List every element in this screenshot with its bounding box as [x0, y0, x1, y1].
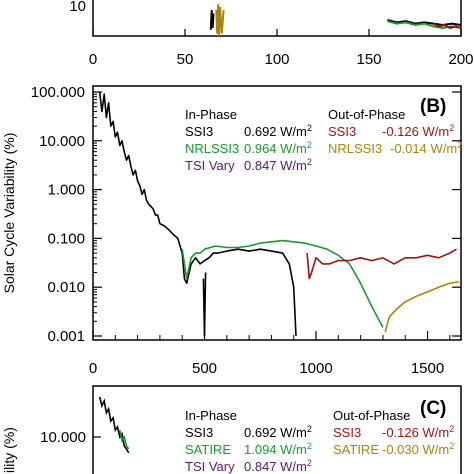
- panel-a-x-tick-label: 150: [356, 51, 381, 68]
- panel-b-x-tick-label: 1500: [411, 360, 444, 377]
- panel-b-y-ticks: 100.000 10.000 1.000 0.100 0.010 0.001: [31, 84, 461, 345]
- panel-b-x-tick-label: 500: [192, 360, 217, 377]
- legend-entry-tsi-vary-value: 0.847 W/m2: [244, 157, 312, 173]
- legend-entry-ssi3-out-value: -0.126 W/m2: [382, 123, 454, 139]
- legend-entry-ssi3-value: 0.692 W/m2: [244, 424, 312, 440]
- panel-b-x-tick-label: 0: [89, 360, 97, 377]
- panel-c: ility (%) 10.000 In-Phase SSI3 0.692 W/m…: [1, 385, 462, 474]
- panel-a-series-line-ssi3_out: [432, 22, 462, 30]
- legend-entry-nrlssi3-value: 0.964 W/m2: [244, 140, 312, 156]
- panel-b-series-line-ssi3_out: [306, 248, 457, 280]
- panel-a-series-line-nrlssi3_out: [215, 4, 225, 37]
- panel-b-y-tick-label: 100.000: [31, 84, 85, 101]
- legend-entry-satire-out-value: -0.030 W/m2: [382, 441, 454, 457]
- panel-b-y-tick-label: 1.000: [47, 182, 85, 199]
- legend-entry-tsi-vary: TSI Vary: [185, 158, 235, 173]
- panel-c-y-tick-label: 10.000: [40, 429, 86, 446]
- panel-b-y-axis-title: Solar Cycle Variability (%): [1, 133, 17, 294]
- panel-b-series-line-ssi3: [98, 91, 297, 337]
- panel-b-series: [98, 91, 459, 337]
- panel-c-series: [98, 396, 130, 454]
- panel-b-series-line-ssi3: [202, 272, 207, 337]
- legend-in-phase-title: In-Phase: [185, 107, 237, 122]
- panel-a-x-tick-label: 200: [448, 51, 473, 68]
- legend-entry-ssi3-out: SSI3: [333, 425, 361, 440]
- panel-a-series-line-ssi3: [387, 19, 462, 27]
- panel-a-x-tick-label: 0: [89, 51, 97, 68]
- legend-entry-ssi3: SSI3: [185, 124, 213, 139]
- legend-out-of-phase-title: Out-of-Phase: [333, 408, 410, 423]
- legend-entry-nrlssi3-out: NRLSSI3: [328, 141, 382, 156]
- panel-b-x-tick-label: 1000: [299, 360, 332, 377]
- panel-b-y-tick-label: 10.000: [39, 133, 85, 150]
- panel-c-series-line-ssi3: [98, 396, 130, 454]
- legend-entry-satire: SATIRE: [185, 442, 231, 457]
- panel-b-legend: In-Phase SSI3 0.692 W/m2 NRLSSI3 0.964 W…: [185, 107, 462, 173]
- panel-b: Solar Cycle Variability (%) 100.000 10.00…: [1, 84, 462, 377]
- panel-b-y-tick-label: 0.010: [47, 279, 85, 296]
- panel-a-x-ticks: 0 50 100 150 200: [89, 29, 474, 68]
- legend-entry-tsi-vary: TSI Vary: [185, 459, 235, 474]
- legend-entry-nrlssi3-out-value: -0.014 W/m2: [390, 140, 462, 156]
- panel-b-y-tick-label: 0.100: [47, 230, 85, 247]
- panel-a-y-tick-label: 10: [69, 0, 86, 15]
- panel-a-series: [209, 4, 462, 37]
- legend-entry-nrlssi3: NRLSSI3: [185, 141, 239, 156]
- panel-b-series-line-nrlssi3: [181, 239, 384, 328]
- panel-c-y-axis-title: ility (%): [1, 427, 17, 473]
- legend-entry-ssi3-out: SSI3: [328, 124, 356, 139]
- panel-a-series-line-ssi3: [209, 9, 215, 30]
- panel-b-frame: [92, 85, 462, 341]
- legend-entry-ssi3-out-value: -0.126 W/m2: [382, 424, 454, 440]
- legend-entry-ssi3-value: 0.692 W/m2: [244, 123, 312, 139]
- panel-a: 10 0 50 100 150 200: [69, 0, 474, 68]
- legend-entry-satire-value: 1.094 W/m2: [244, 441, 312, 457]
- panel-b-series-line-nrlssi3_out: [384, 280, 459, 333]
- panel-a-x-tick-label: 100: [264, 51, 289, 68]
- panel-c-label: (C): [420, 398, 446, 419]
- legend-entry-ssi3: SSI3: [185, 425, 213, 440]
- legend-entry-tsi-vary-value: 0.847 W/m2: [244, 458, 312, 474]
- legend-in-phase-title: In-Phase: [185, 408, 237, 423]
- panel-c-frame: [92, 385, 462, 474]
- legend-entry-satire-out: SATIRE: [333, 442, 379, 457]
- legend-out-of-phase-title: Out-of-Phase: [328, 107, 405, 122]
- panel-c-series-line-satire: [119, 429, 130, 450]
- panel-a-x-tick-label: 50: [177, 51, 194, 68]
- panel-c-legend: In-Phase SSI3 0.692 W/m2 SATIRE 1.094 W/…: [185, 408, 454, 474]
- panel-b-x-ticks: 0 500 1000 1500: [89, 331, 451, 377]
- panel-b-y-tick-label: 0.001: [47, 328, 85, 345]
- panel-b-label: (B): [420, 96, 446, 117]
